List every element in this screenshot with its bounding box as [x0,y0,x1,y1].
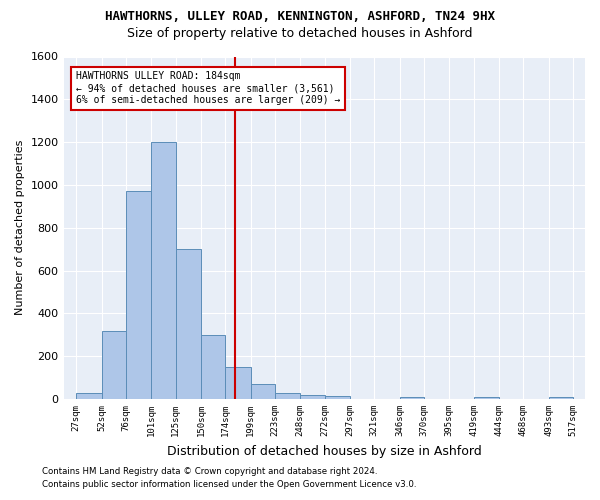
Bar [400,397,424,399]
Bar [101,330,126,399]
X-axis label: Distribution of detached houses by size in Ashford: Distribution of detached houses by size … [167,444,482,458]
Text: Size of property relative to detached houses in Ashford: Size of property relative to detached ho… [127,28,473,40]
Bar [151,142,176,399]
Text: Contains HM Land Registry data © Crown copyright and database right 2024.
Contai: Contains HM Land Registry data © Crown c… [42,468,416,489]
Bar [225,367,251,399]
Bar [251,384,275,399]
Bar [473,397,499,399]
Bar [548,397,573,399]
Bar [300,395,325,399]
Bar [201,335,225,399]
Bar [275,392,300,399]
Y-axis label: Number of detached properties: Number of detached properties [15,140,25,316]
Bar [176,249,201,399]
Bar [126,192,151,399]
Text: HAWTHORNS, ULLEY ROAD, KENNINGTON, ASHFORD, TN24 9HX: HAWTHORNS, ULLEY ROAD, KENNINGTON, ASHFO… [105,10,495,23]
Text: HAWTHORNS ULLEY ROAD: 184sqm
← 94% of detached houses are smaller (3,561)
6% of : HAWTHORNS ULLEY ROAD: 184sqm ← 94% of de… [76,72,341,104]
Bar [325,396,350,399]
Bar [76,392,101,399]
